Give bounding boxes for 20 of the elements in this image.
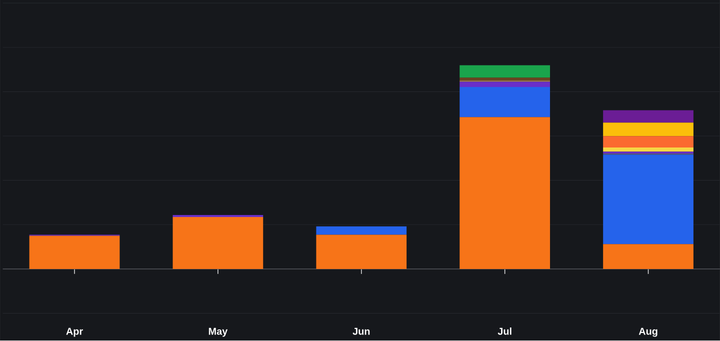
bar bbox=[460, 87, 550, 118]
x-tick-label: Aug bbox=[638, 328, 658, 337]
x-tick-label: Jul bbox=[498, 328, 512, 335]
bar bbox=[460, 78, 550, 81]
x-tick-label: Jun bbox=[352, 328, 370, 335]
bar bbox=[29, 236, 120, 270]
bar bbox=[172, 217, 264, 270]
bar bbox=[460, 65, 550, 78]
bar bbox=[603, 136, 694, 148]
bar bbox=[316, 226, 407, 235]
bar bbox=[460, 82, 550, 88]
x-tick-label: Apr bbox=[66, 328, 83, 337]
bar bbox=[603, 110, 694, 123]
x-tick-label: May bbox=[208, 328, 228, 337]
bar bbox=[603, 244, 694, 270]
bar bbox=[603, 122, 694, 136]
bar bbox=[603, 148, 694, 152]
bar bbox=[603, 154, 694, 244]
bar bbox=[316, 234, 407, 270]
bar bbox=[460, 117, 550, 270]
